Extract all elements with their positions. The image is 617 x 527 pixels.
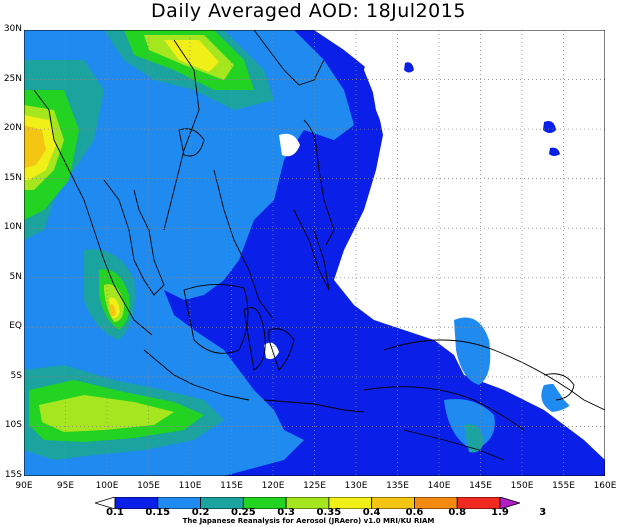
lat-tick-label: 20N — [3, 123, 22, 134]
lon-tick-label: 100E — [95, 481, 119, 491]
aod-region-0.6 — [24, 125, 46, 168]
lon-tick-label: 95E — [56, 481, 75, 491]
lat-lon-grid — [24, 30, 605, 476]
aod-map — [24, 30, 605, 476]
colorbar-tick-label: 1.9 — [491, 507, 509, 518]
colorbar-tick-label: 0.6 — [405, 507, 424, 518]
lat-tick-label: 5S — [10, 370, 22, 381]
colorbar-tick-label: 0.35 — [316, 507, 342, 518]
lon-tick-label: 135E — [386, 481, 409, 491]
colorbar-tick-label: 3 — [539, 507, 547, 518]
lon-tick-label: 155E — [552, 481, 575, 491]
aod-region-0.35 — [39, 395, 174, 432]
lon-tick-label: 125E — [303, 481, 326, 491]
aod-region-0.4 — [164, 40, 219, 72]
aod-colorbar — [95, 497, 520, 509]
aod-region-0.15 — [549, 147, 560, 156]
colorbar-tick-label: 0.8 — [448, 507, 467, 518]
lat-tick-label: 25N — [3, 73, 22, 84]
low-aod-land — [264, 342, 279, 360]
lat-tick-label: EQ — [9, 321, 22, 332]
lon-tick-label: 90E — [15, 481, 33, 491]
colorbar-tick-label: 0.25 — [230, 507, 256, 518]
data-credit: The Japanese Reanalysis for Aerosol (JRA… — [182, 517, 435, 525]
aod-region-0.15 — [543, 121, 556, 133]
aod-region-0.2 — [454, 317, 491, 385]
coastlines — [33, 30, 605, 461]
aod-region-0.6 — [109, 304, 116, 317]
colorbar-tick-label: 0.3 — [277, 507, 295, 518]
lon-tick-label: 110E — [178, 481, 202, 491]
lat-tick-label: 15N — [3, 172, 22, 183]
lon-tick-label: 145E — [469, 481, 492, 491]
lon-tick-label: 160E — [593, 481, 617, 491]
aod-region-0.2 — [24, 30, 354, 476]
aod-region-0.25 — [464, 424, 484, 453]
lon-tick-label: 115E — [220, 481, 243, 491]
low-aod-land — [279, 133, 300, 157]
lat-tick-label: 15S — [4, 470, 22, 480]
colorbar-tick-label: 0.15 — [145, 507, 171, 518]
lat-tick-label: 5N — [9, 271, 22, 282]
lon-tick-label: 105E — [137, 481, 160, 491]
colorbar-tick-label: 0.2 — [191, 507, 210, 518]
colorbar-arrow-high — [499, 497, 520, 509]
lat-tick-label: 10S — [4, 420, 22, 431]
low-aod-land — [404, 30, 424, 50]
colorbar-tick-label: 0.4 — [362, 507, 381, 518]
aod-region-0.15 — [404, 62, 414, 73]
lon-tick-label: 150E — [510, 481, 534, 491]
lon-tick-label: 140E — [427, 481, 451, 491]
lat-tick-label: 10N — [3, 222, 22, 233]
lon-tick-label: 120E — [261, 481, 285, 491]
lat-tick-label: 30N — [3, 24, 22, 34]
colorbar-tick-label: 0.1 — [106, 507, 124, 518]
lon-tick-label: 130E — [344, 481, 368, 491]
map-title: Daily Averaged AOD: 18Jul2015 — [151, 0, 466, 22]
